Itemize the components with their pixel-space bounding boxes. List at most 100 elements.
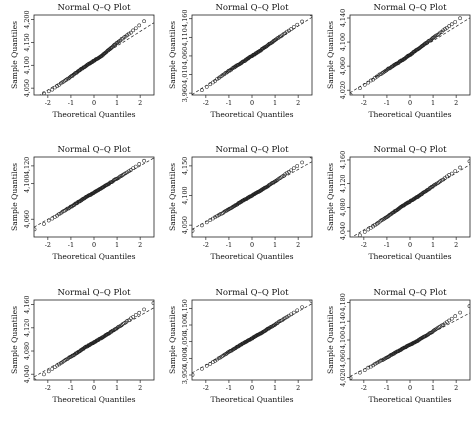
qq-reference-line	[192, 161, 312, 230]
qq-point	[289, 168, 293, 173]
x-tick-label: 1	[431, 241, 435, 249]
qq-point	[379, 358, 383, 363]
qq-point	[69, 354, 74, 359]
y-tick-label: 4,100	[23, 56, 31, 74]
y-tick-label: 4,110	[181, 28, 189, 46]
y-axis-label: Sample Quantiles	[10, 163, 19, 231]
qq-plot-panel: Normal Q–Q Plot -2 -1 0 1 2 4,050 4,100 4,150 The…	[168, 145, 313, 261]
qq-point	[371, 77, 375, 82]
qq-point	[458, 165, 462, 170]
x-tick-label: 2	[296, 99, 300, 107]
x-tick-label: 0	[92, 99, 96, 107]
qq-point	[152, 153, 155, 156]
y-tick-label: 4,100	[339, 33, 347, 51]
qq-point	[449, 171, 454, 176]
x-tick-label: 2	[296, 384, 300, 392]
qq-point	[362, 368, 367, 372]
qq-point	[34, 378, 37, 380]
x-tick-label: 2	[138, 384, 142, 392]
plot-frame	[349, 299, 471, 381]
x-tick-label: -1	[384, 241, 390, 249]
qq-point	[309, 300, 312, 303]
y-tick-label: 4,140	[339, 9, 347, 27]
qq-point	[46, 218, 51, 223]
y-tick-label: 4,100	[181, 316, 189, 334]
qq-point	[350, 376, 353, 380]
qq-point	[445, 25, 449, 30]
qq-point	[152, 15, 154, 16]
plot-title: Normal Q–Q Plot	[215, 3, 289, 13]
qq-point	[200, 366, 204, 371]
qq-point	[289, 312, 293, 317]
qq-point	[295, 308, 300, 313]
x-tick-label: -2	[203, 384, 209, 392]
plot-frame	[33, 156, 155, 238]
qq-point	[200, 223, 204, 228]
qq-point	[208, 82, 213, 87]
x-tick-label: 1	[115, 241, 119, 249]
qq-point	[350, 92, 353, 95]
y-tick-label: 4,020	[339, 81, 347, 99]
qq-point	[358, 370, 362, 375]
qq-plot-panel: Normal Q–Q Plot -2 -1 0 1 2 4,040 4,080 4,120 4,1…	[10, 288, 155, 404]
qq-point	[142, 19, 146, 24]
qq-plot-panel: Normal Q–Q Plot-2 -1 0 1 24,0204,0604,1004,1…	[326, 3, 471, 119]
qq-point	[225, 69, 230, 74]
plot-title: Normal Q–Q Plot	[373, 3, 447, 13]
y-tick-label: 4,150	[23, 33, 31, 51]
qq-point	[275, 321, 280, 325]
qq-point	[42, 91, 46, 95]
qq-point	[291, 166, 296, 171]
x-tick-label: 1	[273, 99, 277, 107]
plot-title: Normal Q–Q Plot	[215, 288, 289, 298]
y-tick-label: 4,200	[23, 10, 31, 28]
y-tick-label: 4,100	[23, 175, 31, 193]
y-tick-label: 4,050	[181, 333, 189, 351]
x-tick-label: 0	[250, 241, 254, 249]
qq-point	[211, 80, 215, 85]
qq-point	[221, 211, 225, 215]
y-tick-label: 4,060	[339, 350, 347, 368]
y-tick-label: 4,150	[181, 299, 189, 317]
qq-plot-panel: Normal Q–Q Plot-2 -1 0 1 24,0204,0604,1004,1…	[326, 288, 471, 404]
x-tick-label: -2	[361, 241, 367, 249]
qq-point	[453, 169, 458, 173]
qq-point	[127, 31, 131, 36]
y-tick-label: 4,160	[181, 10, 189, 28]
qq-point	[384, 215, 389, 220]
y-tick-label: 4,120	[339, 175, 347, 193]
qq-point	[213, 215, 217, 219]
qq-point	[373, 362, 377, 366]
qq-point	[137, 310, 142, 315]
qq-point	[192, 373, 195, 377]
plot-title: Normal Q–Q Plot	[57, 3, 131, 13]
qq-point	[66, 206, 71, 211]
qq-point	[66, 356, 71, 360]
qq-point	[449, 22, 454, 27]
y-tick-label: 4,150	[181, 157, 189, 175]
y-tick-label: 4,080	[23, 342, 31, 360]
x-axis-label: Theoretical Quantiles	[368, 110, 451, 119]
plot-title: Normal Q–Q Plot	[57, 288, 131, 298]
qq-point	[133, 313, 138, 317]
x-tick-label: -1	[384, 99, 390, 107]
qq-point	[213, 79, 217, 83]
qq-point	[204, 220, 209, 225]
qq-point	[46, 369, 51, 374]
qq-point	[100, 54, 104, 58]
x-tick-label: 0	[250, 99, 254, 107]
qq-point	[129, 30, 133, 35]
x-tick-label: -2	[203, 241, 209, 249]
y-tick-label: 4,100	[181, 186, 189, 204]
qq-point	[224, 208, 229, 213]
qq-point	[467, 159, 470, 164]
y-tick-label: 4,080	[339, 198, 347, 216]
plot-title: Normal Q–Q Plot	[215, 145, 289, 155]
x-tick-label: 1	[273, 241, 277, 249]
x-tick-label: -2	[45, 99, 51, 107]
qq-point	[204, 85, 209, 89]
x-tick-label: 0	[250, 384, 254, 392]
x-axis-label: Theoretical Quantiles	[210, 252, 293, 261]
x-tick-label: 0	[408, 241, 412, 249]
qq-point	[131, 28, 135, 33]
